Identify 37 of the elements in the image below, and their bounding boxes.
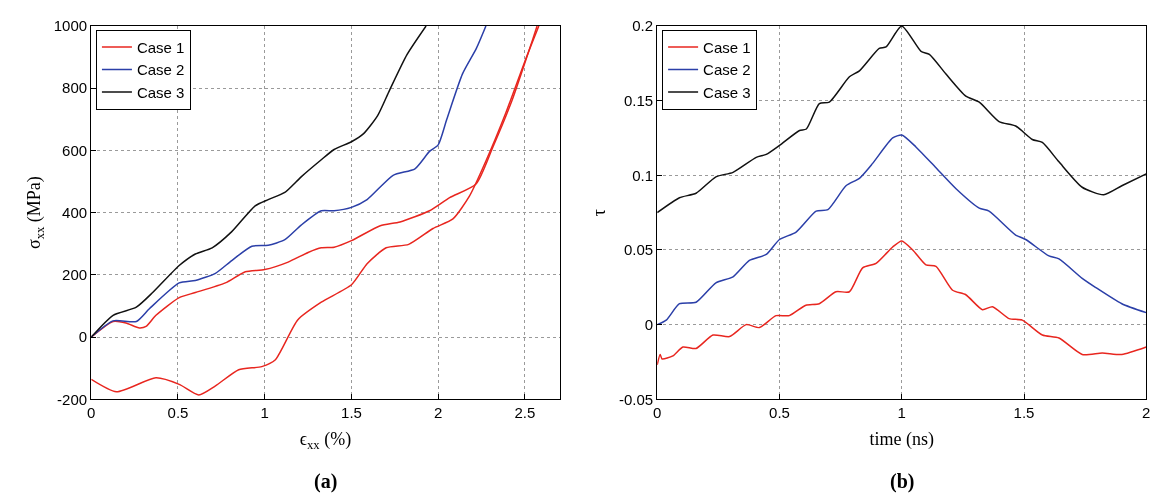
x-tick-label: 2 [1142, 404, 1151, 422]
y-tick-label: 0.1 [632, 166, 654, 184]
x-tick-label: 0.5 [167, 404, 189, 422]
y-tick-label: 600 [62, 141, 88, 159]
legend-label: Case 3 [703, 83, 751, 101]
x-tick-label: 1 [897, 404, 906, 422]
x-tick-label: 2 [434, 404, 443, 422]
x-axis-title: ϵ$_{xx}$ (%) [299, 429, 352, 453]
y-tick-label: 800 [62, 79, 88, 97]
y-tick-label: 0 [78, 328, 88, 346]
legend-label: Case 2 [136, 61, 185, 79]
text: (a) [314, 470, 338, 493]
legend-label: Case 1 [136, 38, 185, 56]
x-tick-label: 2.5 [514, 404, 536, 422]
y-tick-label: -0.05 [618, 390, 654, 408]
line-series [657, 134, 1147, 326]
legend-label: Case 1 [703, 38, 751, 56]
line-series [657, 26, 1147, 214]
y-tick-label: 200 [62, 266, 88, 284]
x-tick-label: 0.5 [769, 404, 790, 422]
y-axis-title: τ [589, 209, 610, 217]
legend-label: Case 2 [703, 61, 751, 79]
y-tick-label: -200 [57, 390, 88, 408]
y-tick-label: 0.05 [623, 241, 654, 259]
y-tick-label: 1000 [53, 17, 88, 35]
x-tick-label: 1.5 [341, 404, 362, 422]
x-tick-label: 1.5 [1013, 404, 1035, 422]
line-series [657, 240, 1147, 366]
line-series [91, 26, 427, 338]
y-tick-label: 0.2 [632, 17, 654, 35]
text: (b) [890, 470, 915, 493]
y-tick-label: 400 [62, 203, 88, 221]
y-tick-label: 0 [644, 315, 654, 333]
x-axis-title: time (ns) [869, 429, 934, 451]
y-tick-label: 0.15 [623, 91, 654, 109]
legend-label: Case 3 [136, 83, 185, 101]
x-tick-label: 1 [260, 404, 269, 422]
